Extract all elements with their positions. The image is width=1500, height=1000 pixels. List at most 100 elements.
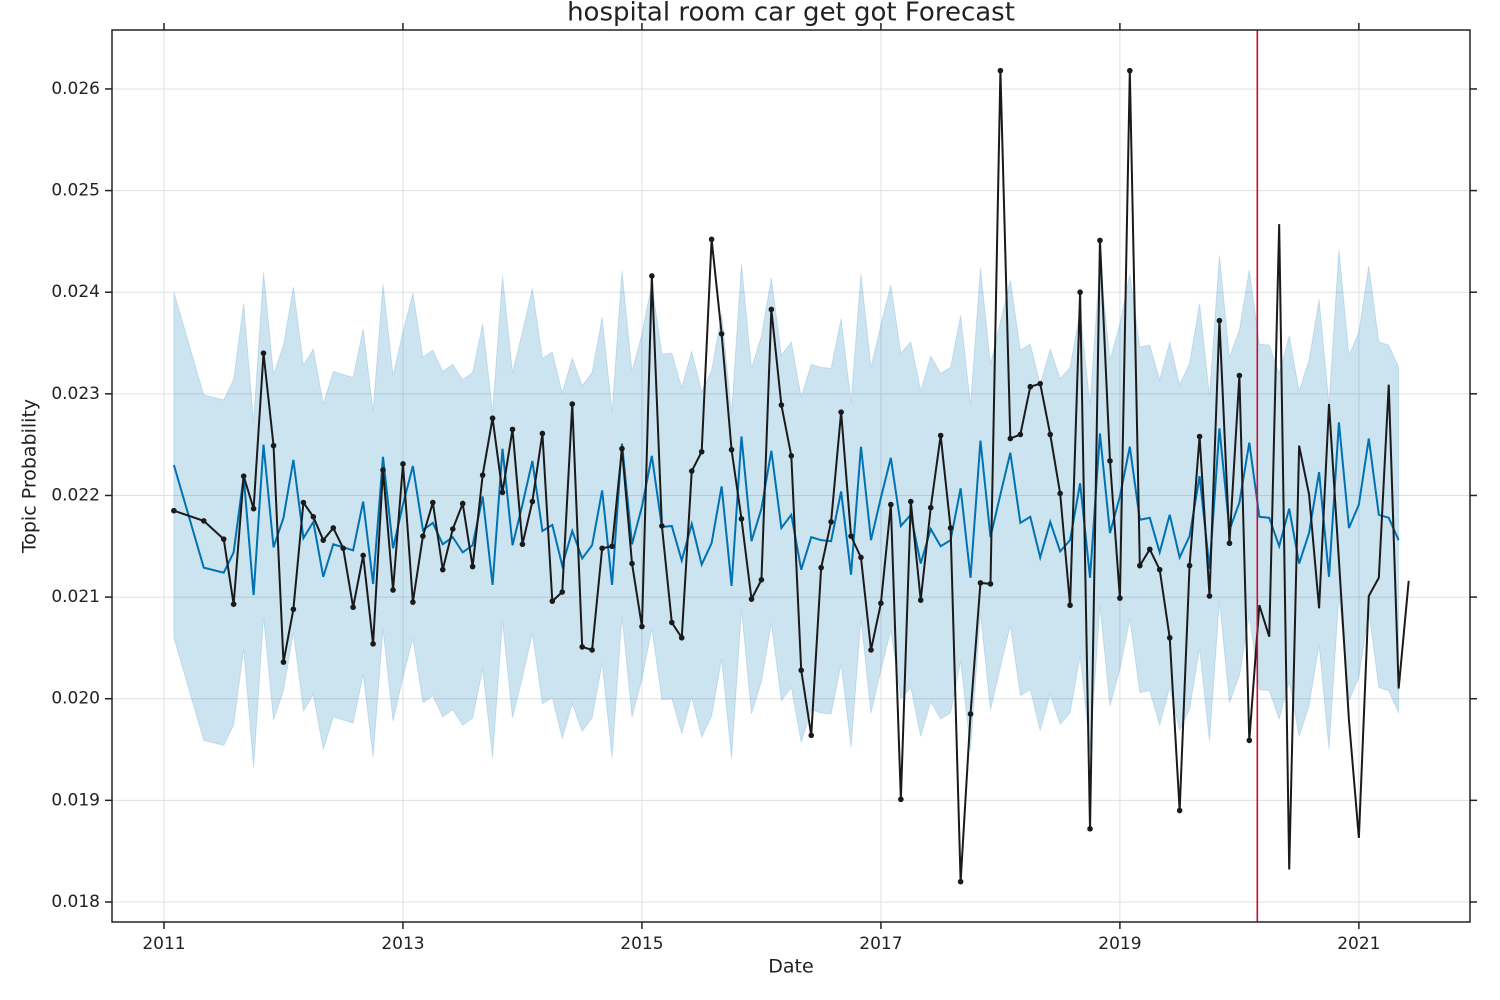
data-point bbox=[499, 489, 506, 496]
data-point bbox=[220, 536, 227, 542]
y-tick-label: 0.026 bbox=[51, 79, 100, 99]
data-point bbox=[509, 426, 516, 433]
series-line bbox=[173, 70, 1410, 882]
data-point bbox=[898, 796, 904, 803]
data-point bbox=[1117, 595, 1123, 601]
data-point bbox=[728, 446, 735, 453]
data-point bbox=[868, 647, 874, 653]
data-point bbox=[1017, 431, 1024, 438]
data-point bbox=[907, 498, 914, 505]
data-point bbox=[171, 507, 177, 514]
y-tick-label: 0.023 bbox=[51, 384, 100, 404]
series-line bbox=[172, 422, 1400, 596]
data-point bbox=[1166, 634, 1173, 641]
data-point bbox=[878, 600, 884, 606]
data-point bbox=[330, 525, 337, 531]
data-point bbox=[609, 543, 615, 550]
data-point bbox=[917, 597, 924, 603]
data-point bbox=[400, 461, 406, 467]
data-point bbox=[639, 623, 645, 630]
data-point bbox=[350, 604, 356, 611]
data-point bbox=[977, 580, 984, 586]
data-point bbox=[669, 619, 675, 626]
data-point bbox=[250, 505, 257, 512]
data-point bbox=[230, 601, 237, 608]
data-point bbox=[838, 409, 844, 415]
data-point bbox=[1216, 317, 1223, 324]
uncertainty-band bbox=[173, 249, 1400, 768]
data-point bbox=[469, 563, 476, 570]
data-point bbox=[1087, 826, 1093, 832]
data-point bbox=[758, 577, 765, 583]
x-tick-label: 2017 bbox=[859, 934, 902, 954]
data-point bbox=[858, 554, 864, 561]
x-tick-label: 2015 bbox=[620, 934, 663, 954]
data-point bbox=[1047, 431, 1054, 438]
data-point bbox=[1097, 237, 1103, 244]
data-point bbox=[340, 545, 347, 552]
data-point bbox=[370, 641, 376, 647]
data-point bbox=[579, 644, 585, 650]
data-point bbox=[828, 519, 834, 525]
chart-title: hospital room car get got Forecast bbox=[567, 0, 1015, 28]
y-tick-label: 0.020 bbox=[51, 689, 100, 709]
data-point bbox=[718, 331, 725, 337]
data-point bbox=[1226, 540, 1233, 547]
data-point bbox=[957, 878, 964, 885]
data-point bbox=[659, 523, 665, 529]
data-point bbox=[270, 442, 277, 449]
y-tick-label: 0.024 bbox=[51, 282, 100, 302]
data-point bbox=[420, 533, 426, 539]
data-point bbox=[529, 498, 536, 505]
data-point bbox=[788, 453, 795, 459]
data-point bbox=[1057, 490, 1063, 497]
data-point bbox=[539, 430, 546, 437]
data-point bbox=[678, 634, 685, 641]
x-tick-label: 2019 bbox=[1098, 934, 1141, 954]
y-tick-label: 0.022 bbox=[51, 485, 100, 505]
data-point bbox=[410, 599, 416, 605]
data-point bbox=[629, 560, 635, 567]
data-point bbox=[748, 596, 755, 602]
data-point bbox=[1246, 737, 1253, 744]
y-tick-label: 0.019 bbox=[51, 790, 100, 810]
data-point bbox=[1196, 433, 1203, 440]
data-point bbox=[599, 545, 605, 552]
data-point bbox=[649, 273, 655, 279]
data-point bbox=[967, 711, 974, 717]
data-point bbox=[619, 445, 625, 452]
data-point bbox=[987, 581, 994, 587]
data-point bbox=[808, 732, 815, 739]
x-tick-label: 2013 bbox=[381, 934, 424, 954]
data-point bbox=[778, 402, 785, 408]
data-point bbox=[280, 659, 287, 665]
data-point bbox=[1027, 383, 1034, 390]
data-point bbox=[1127, 67, 1133, 74]
data-point bbox=[559, 589, 566, 595]
data-point bbox=[439, 566, 446, 573]
data-point bbox=[947, 525, 954, 531]
data-point bbox=[768, 306, 775, 313]
y-axis-label: Topic Probability bbox=[19, 399, 41, 554]
data-point bbox=[888, 501, 894, 508]
data-point bbox=[569, 401, 576, 407]
data-point bbox=[1146, 546, 1153, 553]
data-point bbox=[200, 518, 207, 524]
data-point bbox=[360, 552, 366, 559]
data-point bbox=[1107, 458, 1113, 464]
data-point bbox=[1067, 602, 1073, 609]
data-point bbox=[549, 598, 556, 604]
data-point bbox=[738, 516, 745, 522]
data-point bbox=[1037, 380, 1043, 387]
data-point bbox=[1176, 807, 1183, 814]
data-point bbox=[1077, 289, 1083, 296]
data-point bbox=[589, 647, 595, 653]
x-tick-label: 2021 bbox=[1337, 934, 1380, 954]
x-tick-label: 2011 bbox=[142, 934, 185, 954]
data-point bbox=[1236, 372, 1243, 379]
data-point bbox=[449, 526, 456, 532]
plot-frame bbox=[111, 29, 1471, 923]
data-point bbox=[1007, 435, 1014, 442]
